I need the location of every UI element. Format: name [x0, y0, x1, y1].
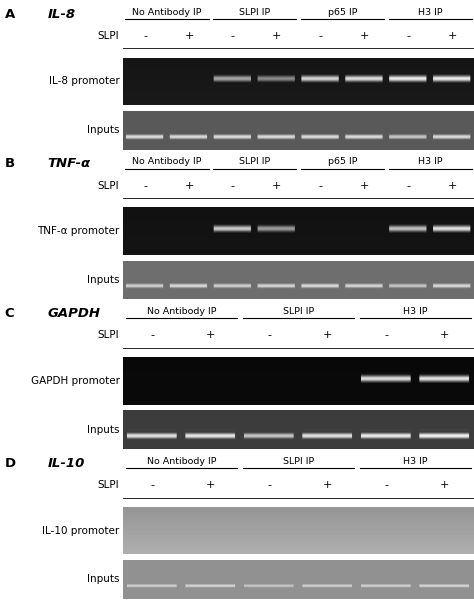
Text: No Antibody IP: No Antibody IP — [132, 158, 202, 166]
Text: H3 IP: H3 IP — [403, 307, 428, 316]
Text: -: - — [143, 31, 147, 41]
Text: SLPI: SLPI — [97, 31, 118, 41]
Text: +: + — [272, 181, 282, 191]
Text: -: - — [267, 331, 272, 340]
Text: -: - — [143, 181, 147, 191]
Text: -: - — [231, 31, 235, 41]
Text: -: - — [319, 181, 322, 191]
Text: -: - — [384, 331, 388, 340]
Text: -: - — [150, 331, 155, 340]
Text: D: D — [5, 457, 16, 470]
Text: +: + — [447, 181, 457, 191]
Text: SLPI IP: SLPI IP — [283, 307, 314, 316]
Text: +: + — [206, 331, 216, 340]
Text: +: + — [184, 181, 194, 191]
Text: IL-10 promoter: IL-10 promoter — [42, 525, 119, 536]
Text: SLPI: SLPI — [97, 331, 118, 340]
Text: +: + — [360, 31, 369, 41]
Text: SLPI IP: SLPI IP — [239, 158, 270, 166]
Text: -: - — [406, 181, 410, 191]
Text: No Antibody IP: No Antibody IP — [132, 8, 202, 16]
Text: No Antibody IP: No Antibody IP — [147, 307, 217, 316]
Text: -: - — [150, 480, 155, 490]
Text: Inputs: Inputs — [87, 574, 119, 584]
Text: TNF-α promoter: TNF-α promoter — [37, 226, 119, 236]
Text: H3 IP: H3 IP — [418, 158, 442, 166]
Text: TNF-α: TNF-α — [47, 158, 91, 170]
Text: B: B — [5, 158, 15, 170]
Text: GAPDH: GAPDH — [47, 307, 100, 320]
Text: Inputs: Inputs — [87, 425, 119, 434]
Text: H3 IP: H3 IP — [403, 457, 428, 466]
Text: IL-8 promoter: IL-8 promoter — [49, 76, 119, 87]
Text: SLPI IP: SLPI IP — [239, 8, 270, 16]
Text: -: - — [384, 480, 388, 490]
Text: +: + — [360, 181, 369, 191]
Text: -: - — [231, 181, 235, 191]
Text: +: + — [440, 331, 449, 340]
Text: No Antibody IP: No Antibody IP — [147, 457, 217, 466]
Text: p65 IP: p65 IP — [328, 8, 357, 16]
Text: +: + — [323, 480, 333, 490]
Text: SLPI: SLPI — [97, 480, 118, 490]
Text: -: - — [267, 480, 272, 490]
Text: +: + — [272, 31, 282, 41]
Text: p65 IP: p65 IP — [328, 158, 357, 166]
Text: +: + — [447, 31, 457, 41]
Text: Inputs: Inputs — [87, 125, 119, 135]
Text: Inputs: Inputs — [87, 275, 119, 285]
Text: -: - — [319, 31, 322, 41]
Text: GAPDH promoter: GAPDH promoter — [30, 376, 119, 386]
Text: A: A — [5, 8, 15, 21]
Text: C: C — [5, 307, 14, 320]
Text: SLPI IP: SLPI IP — [283, 457, 314, 466]
Text: +: + — [206, 480, 216, 490]
Text: +: + — [184, 31, 194, 41]
Text: IL-8: IL-8 — [47, 8, 75, 21]
Text: SLPI: SLPI — [97, 181, 118, 191]
Text: +: + — [440, 480, 449, 490]
Text: IL-10: IL-10 — [47, 457, 85, 470]
Text: +: + — [323, 331, 333, 340]
Text: -: - — [406, 31, 410, 41]
Text: H3 IP: H3 IP — [418, 8, 442, 16]
